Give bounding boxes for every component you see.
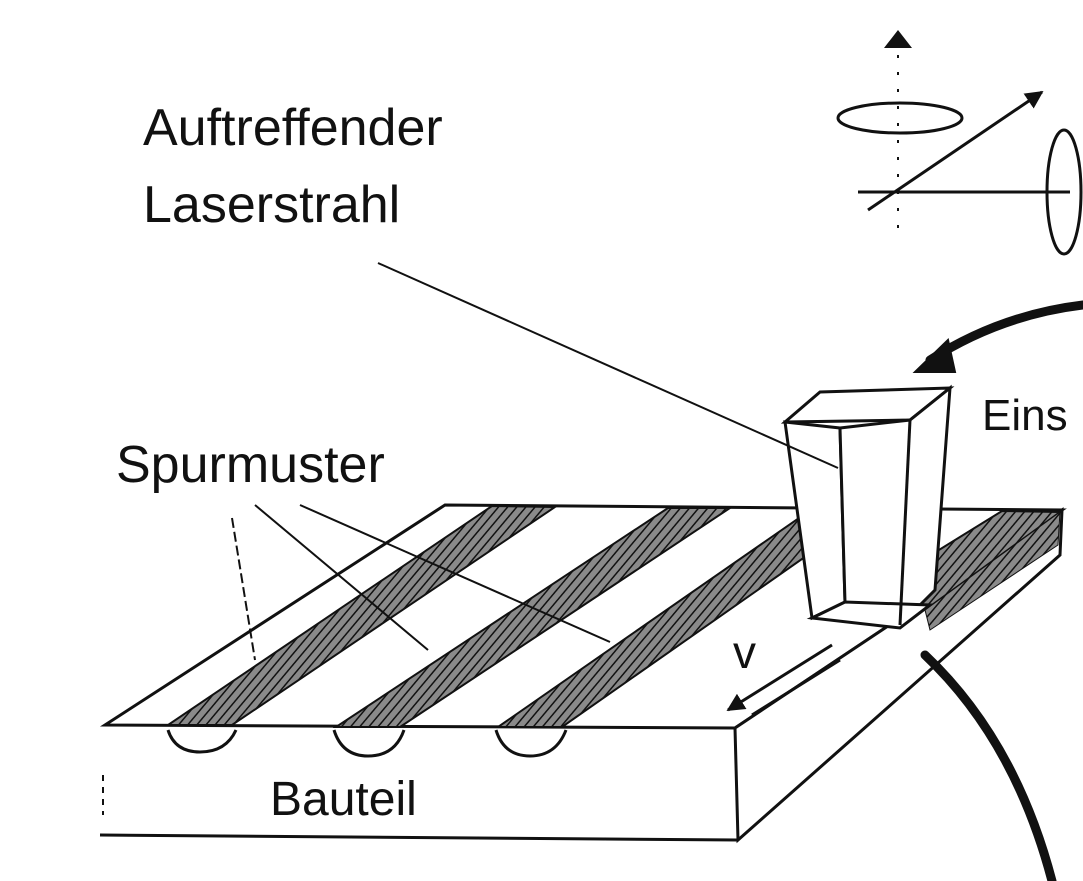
track-4-side-texture <box>924 510 1061 631</box>
track-leader-3 <box>299 504 611 643</box>
melt-pool-3 <box>494 729 568 758</box>
melt-pool-2 <box>332 729 406 758</box>
rotation-ellipse-horizontal <box>836 101 964 135</box>
workpiece-front-right-edge <box>734 727 739 841</box>
melt-pool-1 <box>166 729 238 754</box>
workpiece-front-bottom-edge <box>99 833 739 842</box>
axis-up-arrowhead <box>884 30 912 48</box>
leader-lines <box>231 262 839 661</box>
beam-inner-edge <box>898 419 912 626</box>
cut-off-label: Eins <box>982 391 1068 440</box>
melt-pool-sections <box>166 729 568 758</box>
rotation-ellipse-vertical <box>1045 128 1083 256</box>
track-leader-1 <box>231 517 256 661</box>
track-pattern-label: Spurmuster <box>116 436 385 494</box>
beam-leader-line <box>377 262 839 469</box>
feed-arrow-icon <box>726 643 841 717</box>
laser-beam-body <box>780 384 955 630</box>
curved-arrow-icon <box>912 300 1083 881</box>
track-leader-2 <box>254 504 429 651</box>
curved-arrow-top-head <box>912 338 957 373</box>
component-label: Bauteil <box>270 773 417 826</box>
track-2 <box>332 507 734 728</box>
curved-arrow-top <box>925 300 1083 365</box>
incident-beam-label-line1: Auftreffender <box>143 99 443 157</box>
track-1 <box>164 504 559 726</box>
axis-diagonal <box>867 90 1044 212</box>
incident-beam-label-line2: Laserstrahl <box>143 176 400 234</box>
velocity-label: v <box>733 626 756 678</box>
rotation-axes-icon <box>836 30 1083 256</box>
beam-right-face <box>838 384 952 627</box>
curved-arrow-bottom <box>920 650 1057 881</box>
